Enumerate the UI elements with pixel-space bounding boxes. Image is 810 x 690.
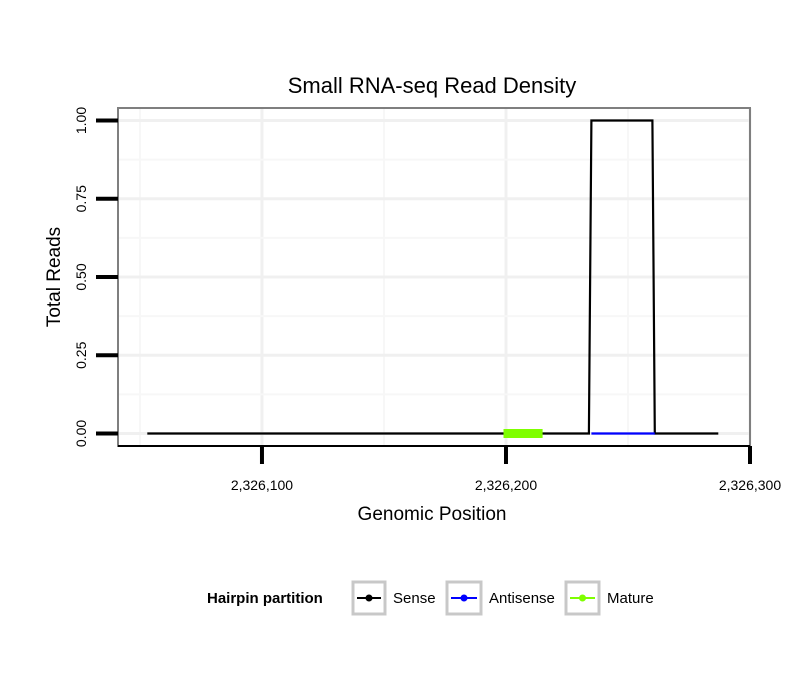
y-tick-label: 0.75 <box>73 185 89 212</box>
x-tick-label: 2,326,100 <box>231 477 293 493</box>
legend-key-point <box>460 594 468 602</box>
x-axis: 2,326,100 2,326,200 2,326,300 <box>118 445 781 493</box>
legend-label: Antisense <box>489 590 555 607</box>
legend-key-point <box>365 594 373 602</box>
x-tick-label: 2,326,300 <box>719 477 781 493</box>
y-tick-label: 1.00 <box>73 107 89 134</box>
y-axis: 0.00 0.25 0.50 0.75 1.00 <box>73 107 118 447</box>
legend-key-point <box>579 594 586 602</box>
legend-title: Hairpin partition <box>207 590 323 607</box>
y-tick-label: 0.00 <box>73 420 89 447</box>
legend-label: Sense <box>393 590 436 607</box>
x-tick-label: 2,326,200 <box>475 477 537 493</box>
legend: Hairpin partition Sense Antisense Mature <box>207 580 654 616</box>
x-axis-label: Genomic Position <box>358 504 507 525</box>
chart-title: Small RNA-seq Read Density <box>288 73 577 98</box>
y-axis-label: Total Reads <box>44 227 65 327</box>
legend-item-mature: Mature <box>564 580 654 616</box>
legend-item-sense: Sense <box>351 580 436 616</box>
y-tick-label: 0.50 <box>73 263 89 290</box>
y-tick-label: 0.25 <box>73 341 89 368</box>
series-layer <box>147 119 719 438</box>
legend-label: Mature <box>607 590 654 607</box>
legend-item-antisense: Antisense <box>445 580 555 616</box>
